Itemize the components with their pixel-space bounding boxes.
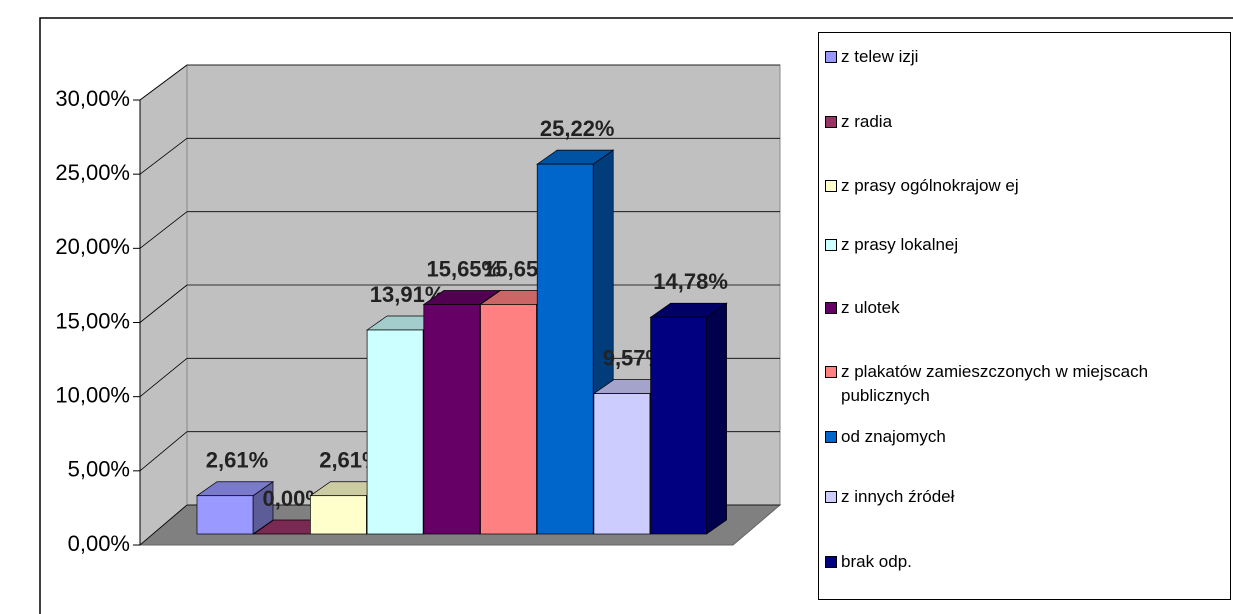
- grid-line: [139, 64, 188, 101]
- y-tick-label: 15,00%: [55, 308, 130, 333]
- grid-line: [139, 138, 188, 175]
- legend-swatch: [825, 180, 837, 192]
- grid-line: [139, 504, 188, 546]
- value-label: 14,78%: [653, 269, 728, 294]
- bar: [536, 163, 594, 535]
- legend-swatch: [825, 239, 837, 251]
- legend-swatch: [825, 51, 837, 63]
- legend-label: brak odp.: [841, 552, 912, 571]
- legend-item: z innych źródeł: [825, 485, 1233, 509]
- legend-item: z ulotek: [825, 296, 1233, 320]
- legend-label: z plakatów zamieszczonych w miejscach pu…: [841, 362, 1149, 405]
- y-tick-label: 25,00%: [55, 160, 130, 185]
- bar-side: [706, 302, 727, 535]
- bar: [650, 316, 707, 535]
- bar: [593, 393, 651, 535]
- bar: [480, 304, 537, 535]
- legend-swatch: [825, 116, 837, 128]
- value-label: 15,65%: [426, 256, 501, 281]
- legend-item: brak odp.: [825, 550, 1233, 574]
- value-label: 2,61%: [206, 448, 268, 473]
- side-wall: [139, 64, 188, 547]
- y-tick-label: 10,00%: [55, 382, 130, 407]
- bar: [310, 495, 367, 535]
- legend-label: z telew izji: [841, 47, 919, 66]
- legend-item: od znajomych: [825, 425, 1233, 449]
- grid-line: [139, 431, 188, 472]
- bar: [196, 495, 254, 535]
- grid-line: [139, 358, 188, 397]
- legend-label: z prasy lokalnej: [841, 235, 959, 254]
- legend-item: z prasy lokalnej: [825, 233, 1233, 257]
- legend-label: z prasy ogólnokrajow ej: [841, 176, 1019, 195]
- y-tick-label: 30,00%: [55, 86, 130, 111]
- legend-item: z telew izji: [825, 45, 1233, 69]
- value-label: 25,22%: [540, 116, 615, 141]
- legend-swatch: [825, 491, 837, 503]
- legend-item: z prasy ogólnokrajow ej: [825, 174, 1233, 198]
- bar: [423, 304, 481, 535]
- legend-item: z plakatów zamieszczonych w miejscach pu…: [825, 360, 1233, 408]
- grid-line: [139, 211, 188, 249]
- legend-label: z innych źródeł: [841, 487, 955, 506]
- legend-label: z radia: [841, 112, 893, 131]
- y-tick-label: 0,00%: [68, 531, 130, 556]
- legend: z telew izji z radia z prasy ogólnokrajow …: [818, 32, 1231, 600]
- y-tick-label: 20,00%: [55, 234, 130, 259]
- legend-item: z radia: [825, 110, 1233, 134]
- grid-line: [139, 284, 188, 323]
- legend-label: od znajomych: [841, 427, 946, 446]
- legend-swatch: [825, 431, 837, 443]
- bar: [366, 329, 424, 535]
- y-tick-label: 5,00%: [68, 457, 130, 482]
- legend-label: z ulotek: [841, 298, 900, 317]
- legend-swatch: [825, 302, 837, 314]
- legend-swatch: [825, 366, 837, 378]
- legend-swatch: [825, 556, 837, 568]
